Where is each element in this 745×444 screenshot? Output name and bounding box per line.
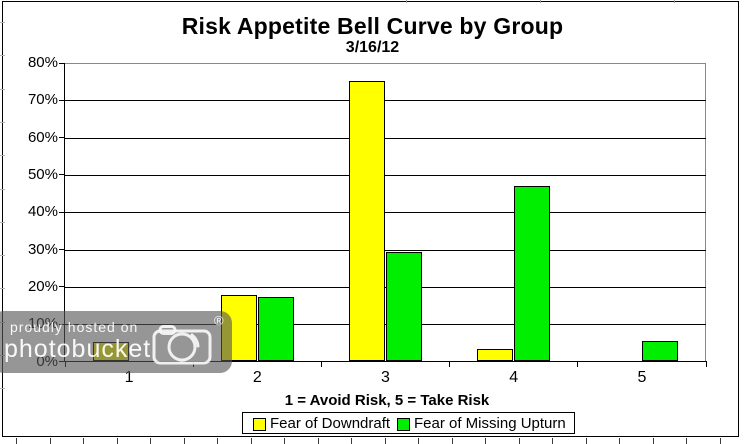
x-tick-4 <box>577 361 579 367</box>
y-tick-label-40%: 40% <box>27 203 58 221</box>
x-tick-5 <box>705 361 707 367</box>
edge-artifact-tick <box>585 438 587 444</box>
bar-fear-of-missing-upturn-cat4 <box>514 185 551 362</box>
legend-swatch-fear-of-downdraft <box>253 418 266 431</box>
watermark-line1: proudly hosted on <box>10 319 139 335</box>
y-tick-60% <box>59 137 65 139</box>
edge-artifact-tick <box>0 88 5 90</box>
y-tick-30% <box>59 249 65 251</box>
edge-artifact-tick <box>16 438 17 444</box>
y-tick-label-30%: 30% <box>27 240 58 258</box>
y-tick-label-80%: 80% <box>27 54 58 71</box>
gridline-40% <box>65 212 706 214</box>
x-tick-3 <box>449 361 451 367</box>
bar-fear-of-missing-upturn-cat5 <box>642 340 679 362</box>
edge-artifact-tick <box>719 438 721 444</box>
edge-artifact-tick <box>485 438 486 444</box>
edge-artifact-tick <box>116 438 118 444</box>
camera-icon <box>152 325 212 365</box>
edge-artifact-tick <box>0 22 5 23</box>
y-tick-40% <box>59 211 65 213</box>
edge-artifact-tick <box>0 255 5 257</box>
y-tick-50% <box>59 174 65 176</box>
edge-artifact-tick <box>0 221 5 223</box>
gridline-50% <box>65 174 706 176</box>
edge-artifact-tick <box>451 438 453 444</box>
edge-artifact-tick <box>0 288 5 290</box>
x-tick-2 <box>320 361 322 367</box>
x-axis-line <box>63 360 707 363</box>
edge-artifact-tick <box>406 0 407 3</box>
x-category-label-1: 1 <box>124 368 134 386</box>
edge-artifact-tick <box>0 188 5 190</box>
edge-artifact-tick <box>686 438 687 444</box>
bar-fear-of-missing-upturn-cat2 <box>257 296 294 362</box>
y-tick-20% <box>59 286 65 288</box>
y-tick-label-60%: 60% <box>27 128 58 146</box>
x-category-label-3: 3 <box>381 368 390 386</box>
edge-artifact-tick <box>0 388 5 390</box>
y-tick-label-70%: 70% <box>27 91 58 109</box>
gridline-30% <box>65 249 706 251</box>
edge-artifact-tick <box>0 155 5 157</box>
watermark-logo-text: photobucket <box>4 335 152 363</box>
x-axis-title: 1 = Avoid Risk, 5 = Take Risk <box>284 392 490 409</box>
y-tick-label-20%: 20% <box>27 277 58 295</box>
x-category-label-2: 2 <box>252 368 262 386</box>
edge-artifact-tick <box>250 438 252 444</box>
edge-artifact-tick <box>150 438 151 444</box>
x-category-label-5: 5 <box>637 368 647 386</box>
edge-artifact-tick <box>384 438 386 444</box>
gridline-10% <box>65 324 706 326</box>
edge-artifact-tick <box>284 438 285 444</box>
photobucket-watermark: proudly hosted on photobucket ® <box>0 311 232 373</box>
edge-artifact-tick <box>552 438 553 444</box>
edge-artifact-tick <box>652 438 654 444</box>
edge-artifact-tick <box>83 438 84 444</box>
legend-swatch-fear-of-missing-upturn <box>397 418 410 431</box>
edge-artifact-tick <box>217 438 218 444</box>
edge-artifact-tick <box>49 438 51 444</box>
edge-artifact-tick <box>317 438 319 444</box>
gridline-70% <box>65 100 706 102</box>
bar-fear-of-missing-upturn-cat3 <box>386 252 422 362</box>
registered-trademark-icon: ® <box>214 313 224 328</box>
edge-artifact-tick <box>351 438 352 444</box>
gridline-60% <box>65 137 706 139</box>
edge-artifact-tick <box>0 55 5 57</box>
legend-label-fear-of-missing-upturn: Fear of Missing Upturn <box>414 415 566 432</box>
chart-subtitle: 3/16/12 <box>345 39 400 56</box>
edge-artifact-tick <box>674 0 675 3</box>
y-tick-label-50%: 50% <box>27 165 58 183</box>
legend-label-fear-of-downdraft: Fear of Downdraft <box>270 415 391 432</box>
y-tick-70% <box>59 99 65 101</box>
legend: Fear of Downdraft Fear of Missing Upturn <box>242 412 575 434</box>
edge-artifact-tick <box>619 438 620 444</box>
bar-fear-of-downdraft-cat3 <box>349 80 385 362</box>
y-tick-80% <box>59 62 65 64</box>
edge-artifact-tick <box>540 0 541 3</box>
edge-artifact-tick <box>418 438 419 444</box>
edge-artifact-tick <box>183 438 185 444</box>
chart-title: Risk Appetite Bell Curve by Group <box>181 13 564 39</box>
edge-artifact-tick <box>0 121 5 123</box>
edge-artifact-tick <box>518 438 520 444</box>
gridline-20% <box>65 286 706 288</box>
x-category-label-4: 4 <box>509 368 519 386</box>
